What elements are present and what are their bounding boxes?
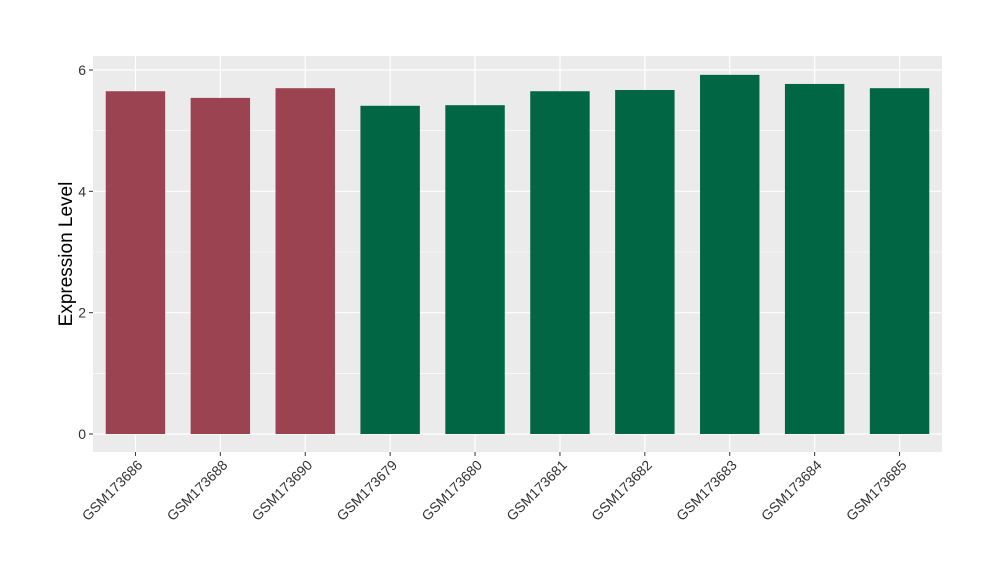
x-tick-label: GSM173686	[79, 457, 146, 524]
x-tick-label: GSM173684	[758, 457, 825, 524]
x-tick-label: GSM173685	[843, 457, 910, 524]
y-tick-label: 2	[78, 305, 86, 321]
bar-GSM173683	[700, 74, 760, 434]
x-tick-label: GSM173680	[418, 457, 485, 524]
x-tick-label: GSM173681	[503, 457, 570, 524]
x-tick-label: GSM173683	[673, 457, 740, 524]
bar-GSM173681	[530, 91, 590, 434]
x-tick-label: GSM173679	[333, 457, 400, 524]
bar-GSM173688	[190, 97, 251, 434]
x-tick-label: GSM173688	[164, 457, 231, 524]
bar-GSM173690	[275, 88, 335, 434]
bar-GSM173684	[784, 83, 845, 434]
bar-GSM173679	[360, 105, 420, 434]
bar-GSM173682	[615, 90, 675, 435]
x-tick-label: GSM173682	[588, 457, 655, 524]
y-axis-label: Expression Level	[56, 182, 77, 327]
y-tick-label: 6	[78, 62, 86, 78]
y-tick-label: 4	[78, 183, 86, 199]
y-tick-label: 0	[78, 426, 86, 442]
x-tick-label: GSM173690	[248, 457, 315, 524]
bar-GSM173686	[105, 91, 166, 434]
bar-GSM173685	[869, 88, 930, 434]
bar-GSM173680	[445, 105, 505, 434]
